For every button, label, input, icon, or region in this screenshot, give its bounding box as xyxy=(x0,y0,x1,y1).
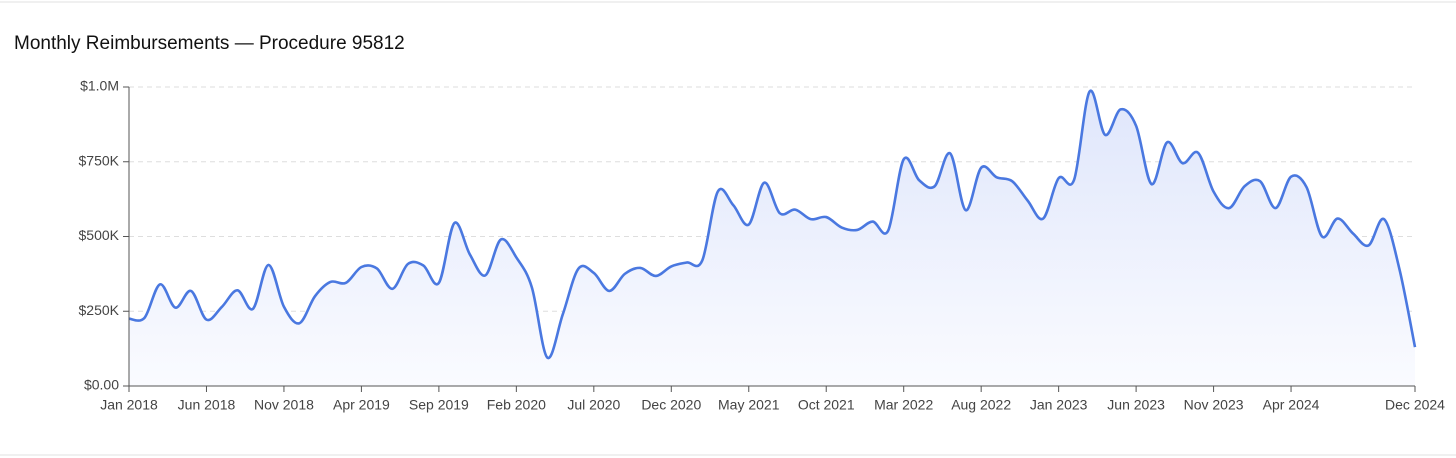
line xyxy=(128,89,1417,359)
x-tick-label: Sep 2019 xyxy=(409,397,469,413)
y-tick-label: $500K xyxy=(79,227,120,243)
x-tick-label: Aug 2022 xyxy=(951,397,1011,413)
x-tick-label: Apr 2024 xyxy=(1263,397,1320,413)
y-tick-label: $250K xyxy=(79,302,120,318)
x-tick-label: Apr 2019 xyxy=(333,397,390,413)
x-tick-label: Mar 2022 xyxy=(874,397,933,413)
x-tick-label: Dec 2020 xyxy=(641,397,701,413)
y-tick-label: $0.00 xyxy=(84,377,119,393)
x-tick-label: Dec 2024 xyxy=(1385,397,1445,413)
chart-title: Monthly Reimbursements — Procedure 95812 xyxy=(14,33,405,54)
x-tick-label: Jan 2018 xyxy=(100,397,158,413)
y-tick-label: $1.0M xyxy=(80,78,119,94)
x-tick-label: Jan 2023 xyxy=(1030,397,1088,413)
x-tick-label: Nov 2023 xyxy=(1184,397,1244,413)
x-tick-label: May 2021 xyxy=(718,397,780,413)
area-fill xyxy=(129,90,1415,386)
x-tick-label: Oct 2021 xyxy=(798,397,855,413)
x-tick-label: Nov 2018 xyxy=(254,397,314,413)
x-tick-label: Jun 2018 xyxy=(178,397,236,413)
y-tick-label: $750K xyxy=(79,152,120,168)
x-tick-label: Jul 2020 xyxy=(567,397,620,413)
x-tick-label: Feb 2020 xyxy=(487,397,546,413)
x-tick-label: Jun 2023 xyxy=(1107,397,1165,413)
